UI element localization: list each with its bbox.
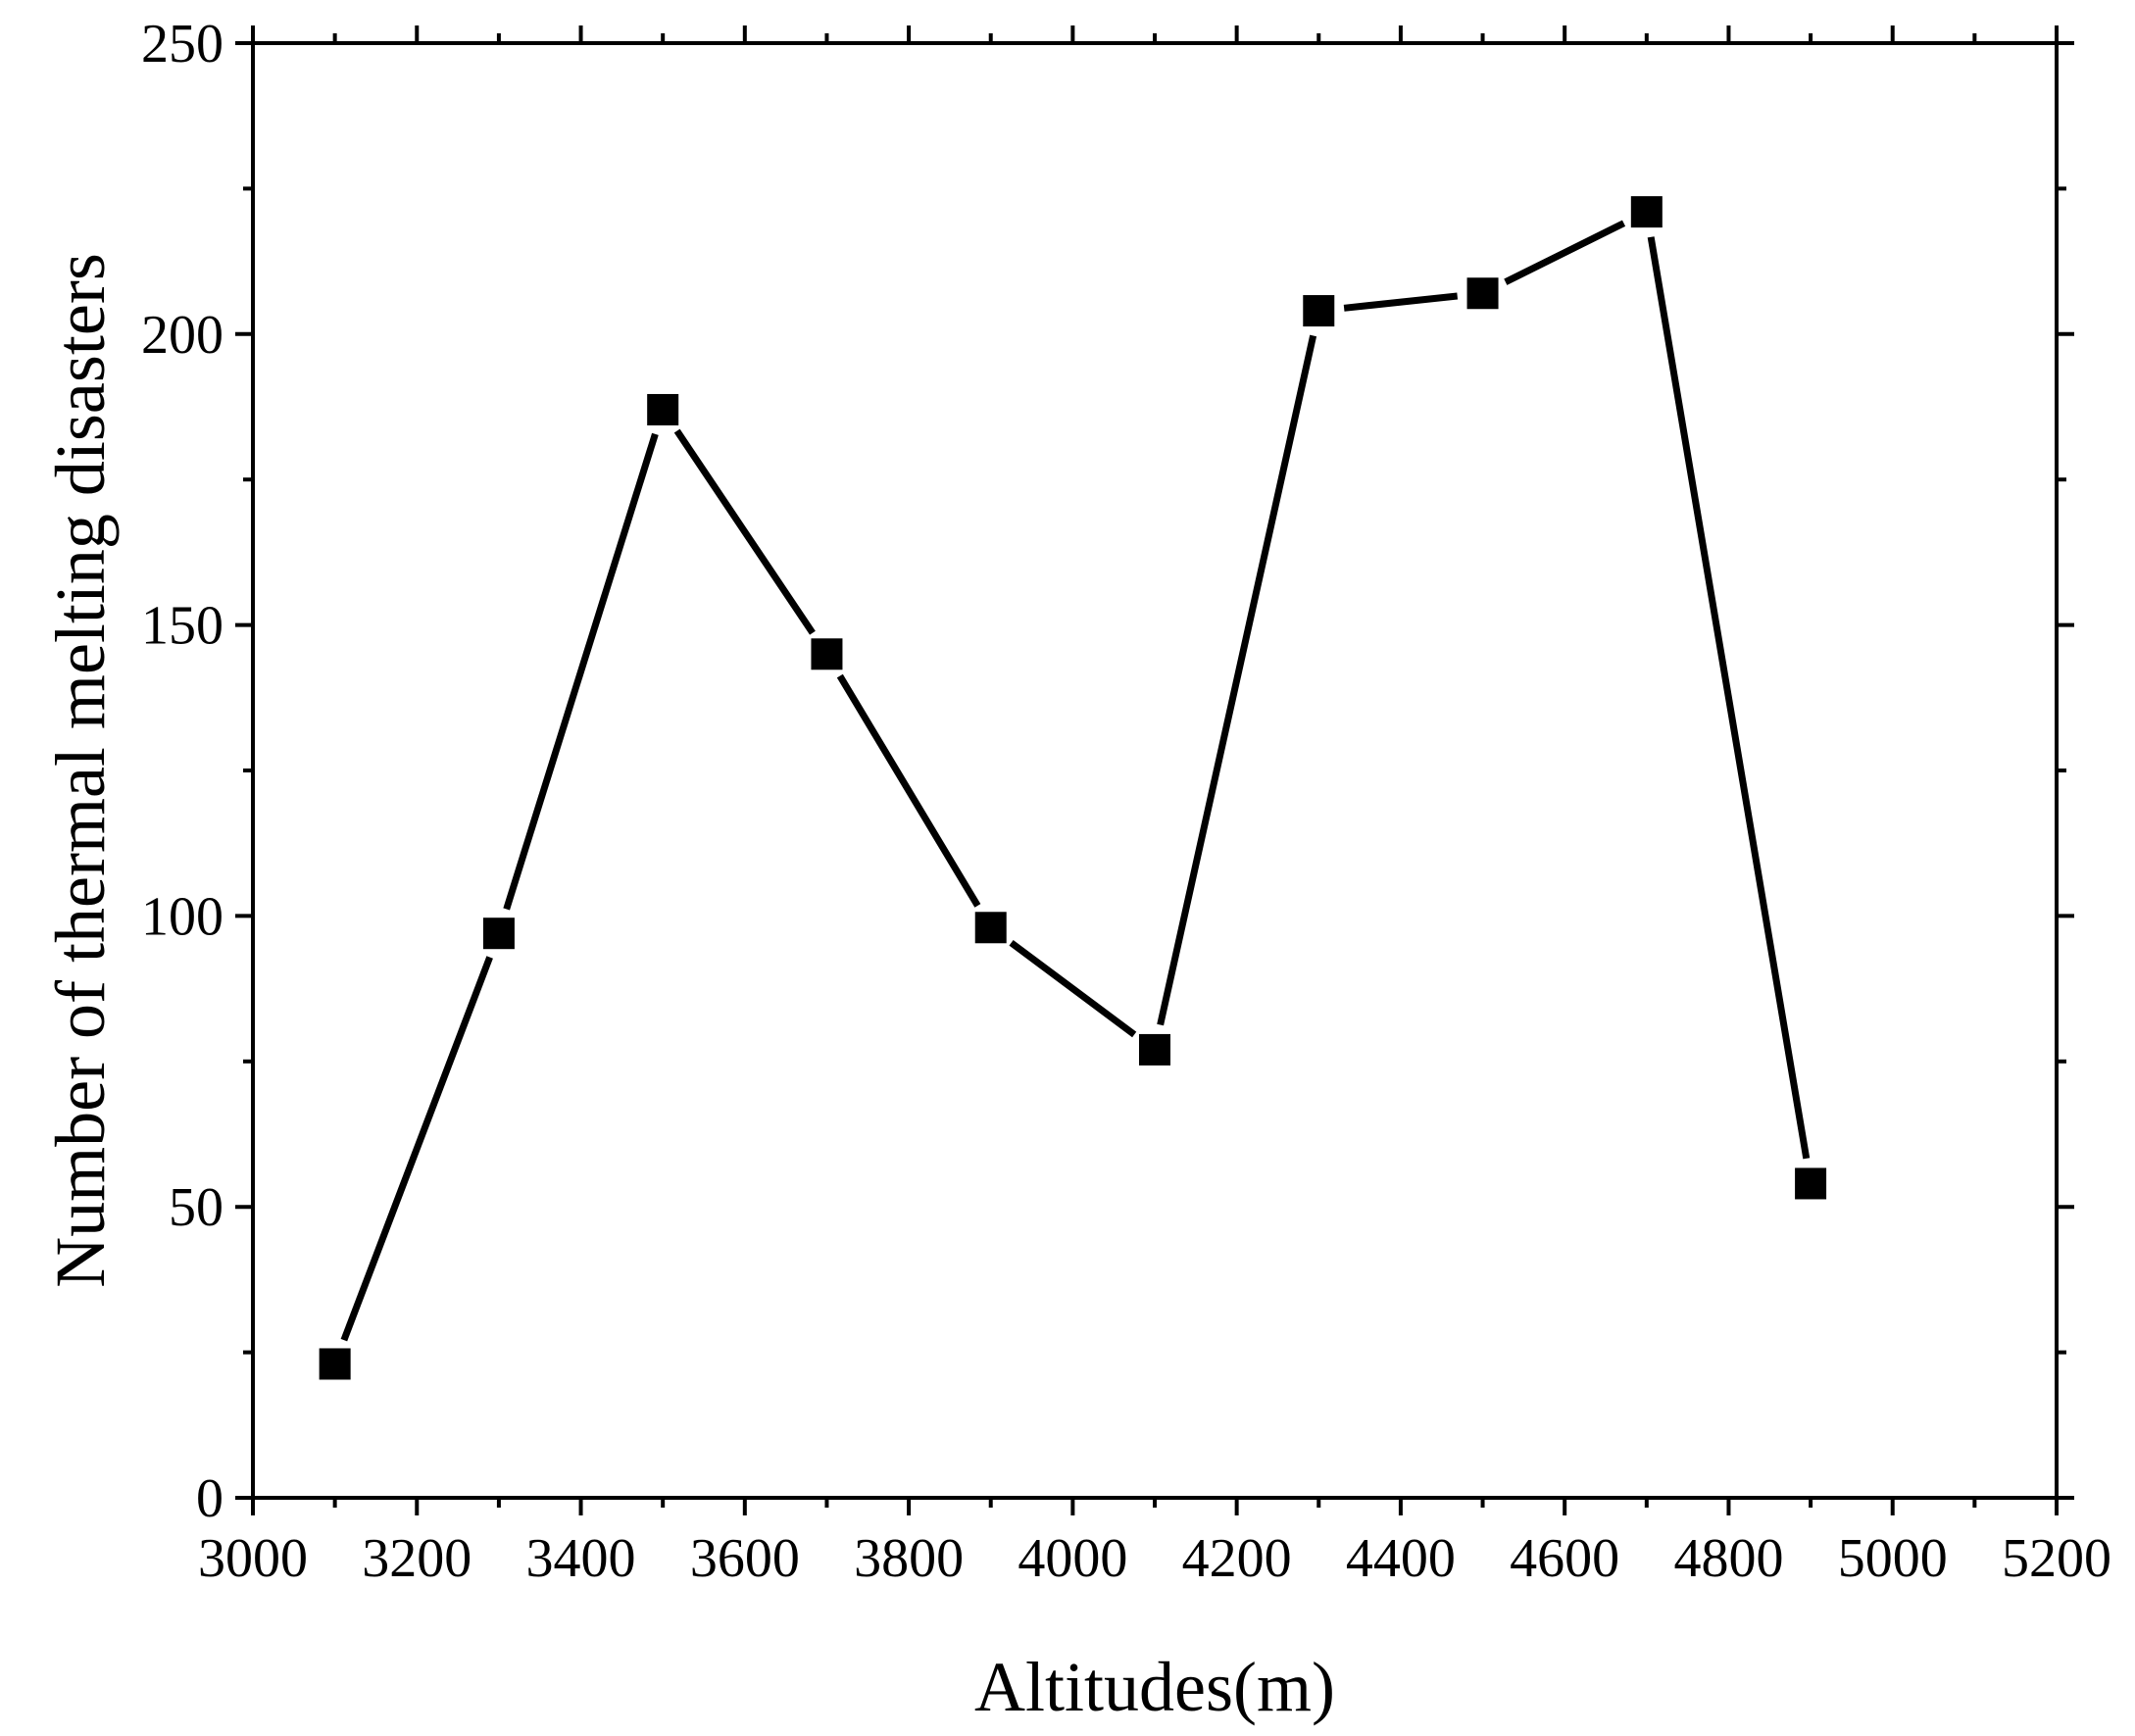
data-point-marker bbox=[1466, 277, 1499, 310]
x-tick-label: 4200 bbox=[1182, 1528, 1292, 1589]
series-line-segment bbox=[503, 432, 659, 911]
x-tick-label: 5200 bbox=[2002, 1528, 2111, 1589]
series-line-segment bbox=[1504, 220, 1626, 285]
plot-border bbox=[251, 41, 2059, 1500]
plot-frame bbox=[251, 41, 2059, 1500]
x-tick-label: 4800 bbox=[1673, 1528, 1783, 1589]
x-tick-label: 4000 bbox=[1018, 1528, 1127, 1589]
series-line-segment bbox=[1343, 292, 1459, 312]
data-point-marker bbox=[1139, 1033, 1170, 1066]
x-tick-label: 3600 bbox=[690, 1528, 800, 1589]
data-point-marker bbox=[647, 393, 679, 425]
data-point-marker bbox=[1795, 1167, 1827, 1200]
data-point-marker bbox=[974, 912, 1007, 944]
x-tick-label: 4400 bbox=[1346, 1528, 1456, 1589]
y-tick-label: 150 bbox=[141, 596, 223, 657]
data-point-marker bbox=[1303, 295, 1335, 327]
series-line-segment bbox=[673, 428, 816, 635]
x-tick-label: 5000 bbox=[1838, 1528, 1948, 1589]
y-tick-label: 200 bbox=[141, 305, 223, 366]
x-axis: 3000 3200 3400 3600 3800 4000 4200 4400 4600 4800… bbox=[198, 25, 2111, 1589]
y-tick-label: 100 bbox=[141, 886, 223, 947]
x-tick-label: 3000 bbox=[198, 1528, 308, 1589]
y-tick-label: 250 bbox=[141, 14, 223, 74]
series-line-segment bbox=[1009, 940, 1137, 1038]
data-point-marker bbox=[811, 638, 843, 670]
x-tick-label: 3800 bbox=[854, 1528, 964, 1589]
x-axis-title: Altitudes(m) bbox=[974, 1648, 1335, 1726]
x-tick-label: 3200 bbox=[362, 1528, 472, 1589]
y-axis-title: Number of thermal melting disasters bbox=[41, 253, 120, 1288]
x-tick-label: 4600 bbox=[1510, 1528, 1619, 1589]
y-tick-label: 0 bbox=[196, 1468, 223, 1529]
series-line-segment bbox=[1647, 236, 1811, 1160]
data-point-marker bbox=[482, 918, 515, 950]
data-point-marker bbox=[319, 1348, 351, 1380]
x-tick-label: 3400 bbox=[526, 1528, 636, 1589]
y-axis: 0 50 100 150 200 250 bbox=[141, 14, 2074, 1529]
series-line-segment bbox=[1157, 334, 1317, 1026]
y-tick-label: 50 bbox=[169, 1177, 223, 1238]
series-line-segment bbox=[836, 673, 981, 908]
series-layer bbox=[319, 196, 1827, 1380]
data-point-marker bbox=[1630, 196, 1663, 228]
series-line-segment bbox=[340, 956, 493, 1342]
